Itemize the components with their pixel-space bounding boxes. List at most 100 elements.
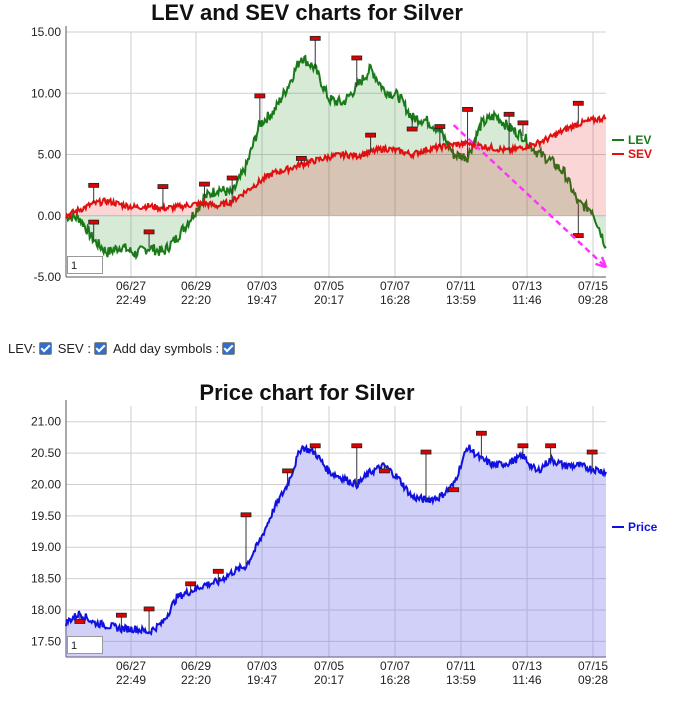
- x-tick-date: 07/07: [380, 659, 410, 673]
- price-chart: Price chart for Silver 21.00 20.50 20.00 19.…: [31, 380, 658, 687]
- day-symbol: [586, 449, 598, 455]
- chart1-range-input[interactable]: 1: [67, 256, 103, 274]
- y-tick-label: 10.00: [31, 86, 61, 100]
- lev-sev-chart: LEV and SEV charts for Silver15.0010.005…: [31, 0, 652, 307]
- x-tick-time: 22:20: [181, 673, 211, 687]
- sev-checkbox[interactable]: [93, 342, 107, 355]
- day-symbol: [365, 132, 377, 138]
- x-tick-date: 07/05: [314, 279, 344, 293]
- y-tick-label: 18.50: [31, 572, 61, 586]
- day-symbol: [434, 124, 446, 129]
- day-symbol: [572, 100, 584, 106]
- day-symbol: [545, 443, 557, 449]
- day-symbol: [448, 487, 460, 493]
- day-symbol: [157, 184, 169, 189]
- x-tick-time: 13:59: [446, 293, 476, 307]
- series-line-sev: [65, 113, 607, 220]
- x-tick-time: 11:46: [512, 293, 541, 307]
- day-symbol: [351, 443, 363, 449]
- chart-controls: LEV: SEV : Add day symbols :: [8, 341, 238, 356]
- series-line-lev: [65, 54, 607, 261]
- x-tick-time: 09:28: [578, 293, 608, 307]
- day-symbol: [212, 568, 224, 574]
- day-symbol: [282, 468, 293, 474]
- x-tick-time: 11:46: [512, 673, 541, 687]
- day-symbol: [240, 512, 252, 518]
- day-symbols-checkbox[interactable]: [222, 342, 236, 355]
- day-symbol: [309, 443, 321, 449]
- x-tick-time: 09:28: [578, 673, 608, 687]
- y-tick-label: 0.00: [38, 209, 62, 223]
- day-symbol: [517, 443, 529, 449]
- chart-title: Price chart for Silver: [199, 380, 415, 405]
- x-tick-time: 22:49: [116, 293, 146, 307]
- day-symbol: [143, 229, 155, 235]
- lev-checkbox[interactable]: [38, 342, 52, 355]
- day-symbol: [351, 55, 363, 61]
- x-tick-date: 07/13: [512, 279, 542, 293]
- series-area-sev: [66, 115, 606, 219]
- legend-label: Price: [628, 520, 658, 534]
- y-tick-label: 19.00: [31, 540, 61, 554]
- x-tick-time: 16:28: [380, 673, 410, 687]
- day-symbol: [115, 612, 127, 618]
- x-tick-date: 07/07: [380, 279, 410, 293]
- y-tick-label: -5.00: [34, 270, 62, 284]
- day-symbol: [295, 155, 307, 161]
- x-tick-date: 07/13: [512, 659, 542, 673]
- x-tick-date: 07/11: [446, 279, 475, 293]
- x-tick-time: 22:49: [116, 673, 146, 687]
- day-symbol: [254, 93, 266, 99]
- trend-arrow: [452, 124, 607, 269]
- day-symbol: [379, 468, 390, 474]
- legend-label: SEV: [628, 147, 652, 161]
- series-area-lev: [66, 56, 606, 258]
- chart-title: LEV and SEV charts for Silver: [151, 0, 463, 25]
- y-tick-label: 19.50: [31, 509, 61, 523]
- x-tick-date: 07/15: [578, 659, 608, 673]
- day-symbol: [462, 107, 473, 112]
- day-symbol: [420, 449, 432, 455]
- y-tick-label: 20.00: [31, 477, 61, 491]
- series-area-price: [66, 444, 606, 657]
- x-tick-date: 07/11: [446, 659, 475, 673]
- legend-label: LEV: [628, 133, 651, 147]
- day-symbol: [74, 619, 86, 624]
- x-tick-date: 07/03: [247, 659, 277, 673]
- day-symbol: [503, 111, 515, 117]
- y-tick-label: 5.00: [38, 148, 62, 162]
- y-tick-label: 20.50: [31, 446, 61, 460]
- day-symbol: [88, 219, 100, 225]
- day-symbol: [226, 175, 238, 181]
- y-tick-label: 17.50: [31, 634, 61, 648]
- day-symbol: [185, 581, 197, 587]
- x-tick-date: 07/05: [314, 659, 344, 673]
- day-symbol: [517, 120, 529, 126]
- y-tick-label: 21.00: [31, 415, 61, 429]
- day-symbol: [88, 182, 100, 188]
- series-line-price: [65, 443, 607, 636]
- x-tick-date: 06/27: [116, 279, 146, 293]
- chart2-range-input[interactable]: 1: [67, 636, 103, 654]
- day-symbol: [143, 606, 155, 612]
- x-tick-date: 06/29: [181, 279, 211, 293]
- x-tick-date: 07/03: [247, 279, 277, 293]
- x-tick-time: 22:20: [181, 293, 211, 307]
- x-tick-time: 19:47: [247, 293, 277, 307]
- trend-arrow-head: [595, 256, 608, 269]
- lev-label: LEV:: [8, 341, 36, 356]
- x-tick-date: 07/15: [578, 279, 608, 293]
- sev-label: SEV :: [57, 341, 91, 356]
- day-symbol: [199, 181, 210, 187]
- y-tick-label: 18.00: [31, 603, 61, 617]
- day-symbol: [406, 126, 418, 132]
- x-tick-time: 13:59: [446, 673, 476, 687]
- x-tick-date: 06/29: [181, 659, 211, 673]
- x-tick-time: 20:17: [314, 673, 344, 687]
- x-tick-date: 06/27: [116, 659, 146, 673]
- y-tick-label: 15.00: [31, 25, 61, 39]
- x-tick-time: 19:47: [247, 673, 277, 687]
- day-symbol: [475, 430, 487, 436]
- x-tick-time: 20:17: [314, 293, 344, 307]
- day-symbol: [309, 35, 321, 41]
